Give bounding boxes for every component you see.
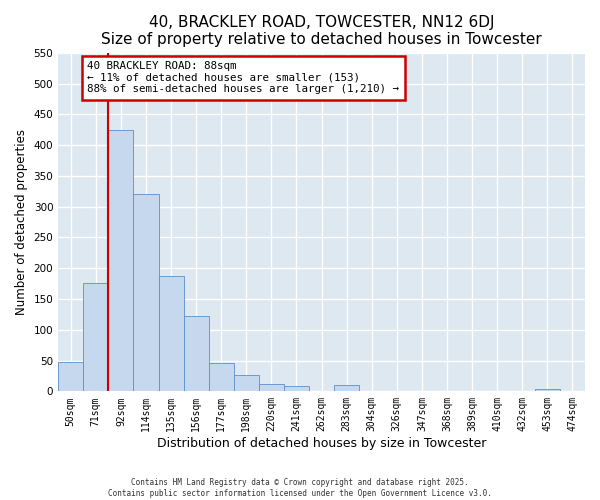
Bar [259, 384, 284, 392]
Bar [535, 390, 560, 392]
Bar [83, 283, 109, 392]
Bar [133, 194, 158, 392]
Bar [184, 316, 209, 392]
Bar [284, 386, 309, 392]
Text: Contains HM Land Registry data © Crown copyright and database right 2025.
Contai: Contains HM Land Registry data © Crown c… [108, 478, 492, 498]
Text: 40 BRACKLEY ROAD: 88sqm
← 11% of detached houses are smaller (153)
88% of semi-d: 40 BRACKLEY ROAD: 88sqm ← 11% of detache… [87, 61, 399, 94]
Bar [109, 130, 133, 392]
X-axis label: Distribution of detached houses by size in Towcester: Distribution of detached houses by size … [157, 437, 486, 450]
Bar [234, 376, 259, 392]
Bar [158, 276, 184, 392]
Title: 40, BRACKLEY ROAD, TOWCESTER, NN12 6DJ
Size of property relative to detached hou: 40, BRACKLEY ROAD, TOWCESTER, NN12 6DJ S… [101, 15, 542, 48]
Bar [209, 363, 234, 392]
Bar [58, 362, 83, 392]
Y-axis label: Number of detached properties: Number of detached properties [15, 129, 28, 315]
Bar [334, 385, 359, 392]
